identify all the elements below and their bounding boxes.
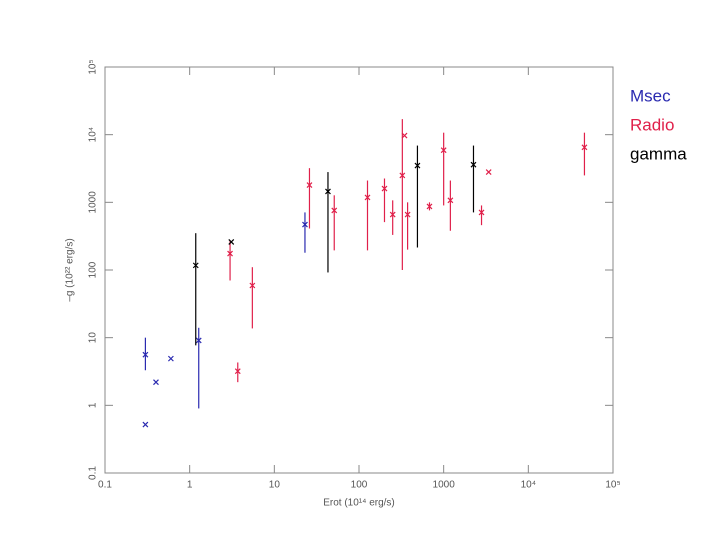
point — [142, 421, 149, 428]
legend-entry: gamma — [630, 144, 687, 163]
x-tick-label: 100 — [351, 480, 368, 491]
x-tick-label: 10⁴ — [521, 480, 536, 491]
point — [249, 282, 256, 289]
legend-entry: Msec — [630, 86, 671, 105]
x-tick-label: 10⁵ — [605, 480, 620, 491]
y-tick-label: 0.1 — [88, 466, 99, 480]
y-axis-label: –g (10²² erg/s) — [65, 238, 76, 301]
plot-frame — [104, 66, 614, 474]
point — [404, 211, 411, 218]
point — [399, 172, 406, 179]
y-tick-label: 10⁴ — [88, 127, 99, 142]
point — [426, 203, 433, 210]
point — [478, 209, 485, 216]
point — [581, 144, 588, 151]
x-tick-label: 1000 — [433, 480, 456, 491]
y-tick-label: 1 — [88, 402, 99, 408]
point — [192, 262, 199, 269]
point — [447, 197, 454, 204]
point — [381, 185, 388, 192]
y-tick-label: 10⁵ — [88, 59, 99, 74]
legend-entry: Radio — [630, 115, 674, 134]
y-tick-label: 1000 — [88, 191, 99, 214]
point — [364, 194, 371, 201]
point — [401, 132, 408, 139]
point — [306, 182, 313, 188]
point — [414, 162, 421, 169]
point — [302, 221, 308, 228]
point — [485, 169, 492, 176]
point — [440, 147, 447, 154]
point — [470, 161, 477, 168]
x-tick-label: 1 — [187, 480, 193, 491]
point — [331, 207, 338, 214]
y-tick-label: 10 — [88, 332, 99, 344]
x-tick-label: 0.1 — [98, 480, 112, 491]
x-tick-label: 10 — [269, 480, 281, 491]
point — [167, 355, 174, 362]
point — [325, 188, 331, 195]
point — [389, 211, 396, 218]
point — [227, 250, 233, 257]
point — [142, 351, 149, 358]
point — [195, 337, 202, 344]
y-tick-label: 100 — [88, 261, 99, 278]
x-axis-label: Erot (10¹⁴ erg/s) — [323, 498, 395, 509]
point — [228, 238, 235, 245]
point — [234, 368, 241, 375]
point — [153, 379, 159, 386]
